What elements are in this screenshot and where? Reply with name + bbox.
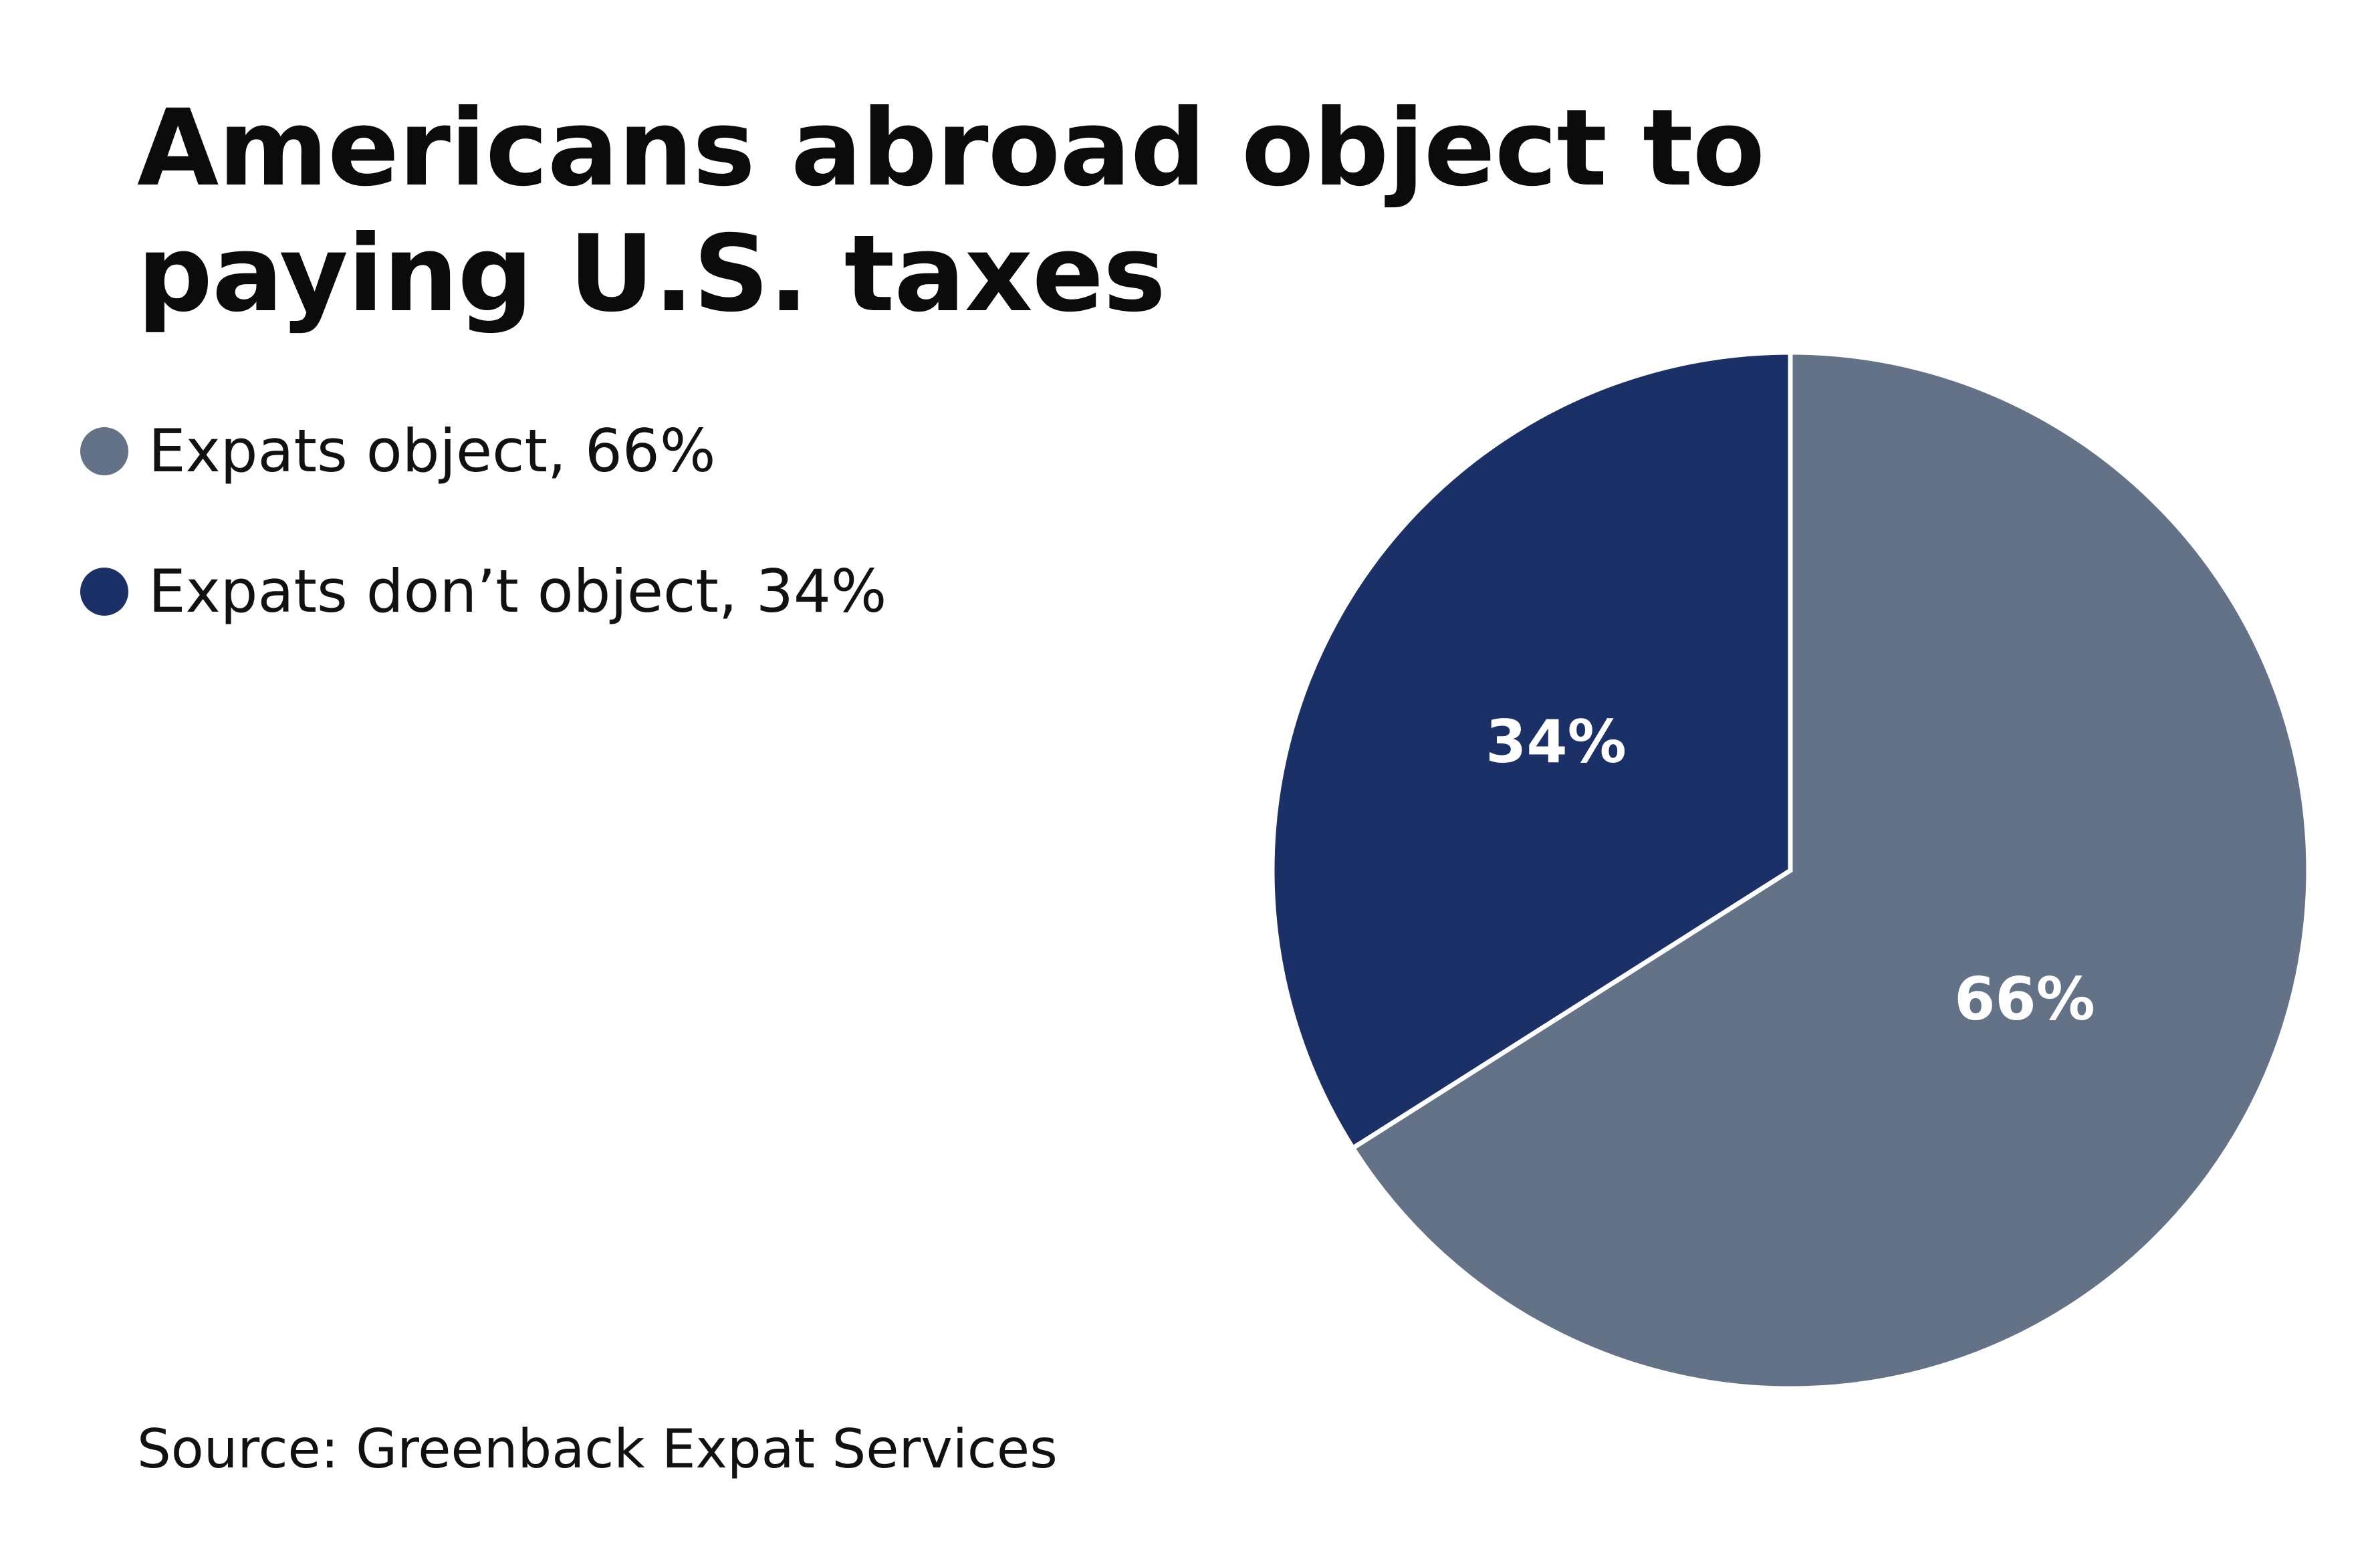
pie-slice-expats-don-t-object bbox=[1270, 350, 1793, 1152]
chart-title: Americans abroad object to paying U.S. t… bbox=[137, 87, 1765, 336]
legend-label-expats-object: Expats object, 66% bbox=[148, 416, 716, 485]
legend-swatch-expats-object bbox=[80, 427, 128, 475]
legend-swatch-expats-dont-object bbox=[80, 568, 128, 616]
legend-label-expats-dont-object: Expats don’t object, 34% bbox=[148, 557, 887, 626]
pie-slice-label-expats-object: 66% bbox=[1954, 965, 2095, 1034]
source-note: Source: Greenback Expat Services bbox=[137, 1418, 1058, 1480]
pie-slice-label-expats-don-t-object: 34% bbox=[1485, 707, 1627, 776]
legend-item-expats-object: Expats object, 66% bbox=[80, 414, 1083, 488]
legend-item-expats-dont-object: Expats don’t object, 34% bbox=[80, 555, 1083, 628]
pie-slice-expats-object bbox=[1349, 350, 2311, 1391]
legend: Expats object, 66% Expats don’t object, … bbox=[80, 414, 1083, 695]
